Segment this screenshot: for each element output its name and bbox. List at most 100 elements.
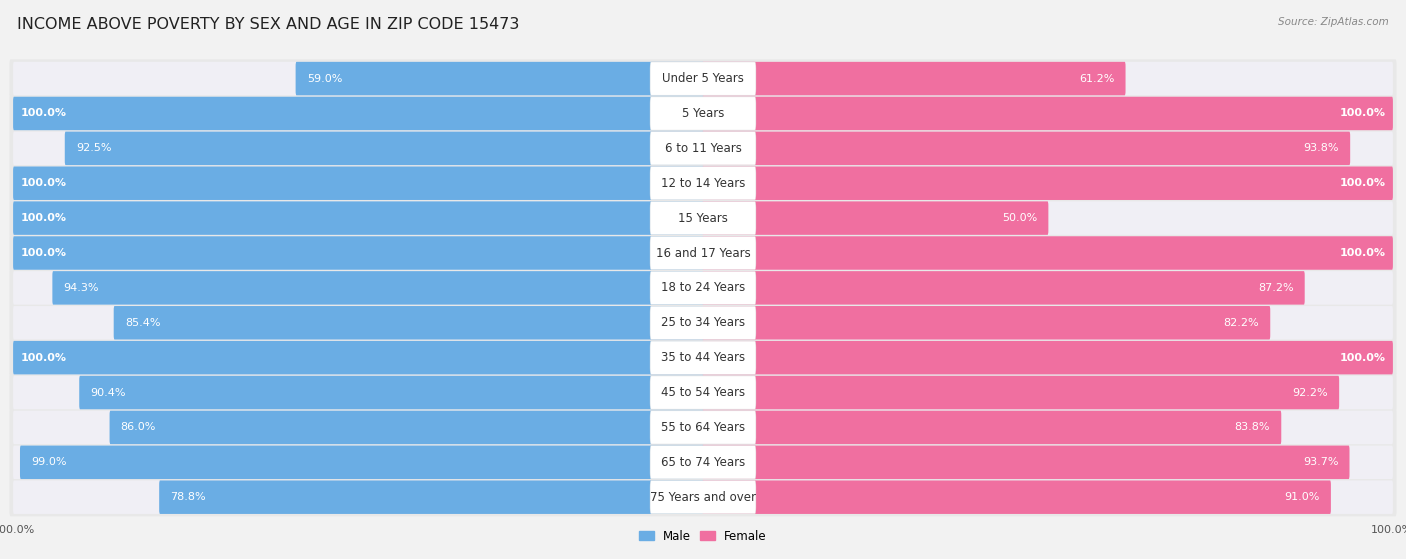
FancyBboxPatch shape (702, 201, 1393, 235)
Text: 16 and 17 Years: 16 and 17 Years (655, 247, 751, 259)
FancyBboxPatch shape (110, 411, 704, 444)
FancyBboxPatch shape (650, 202, 756, 235)
FancyBboxPatch shape (702, 167, 1393, 200)
Text: 90.4%: 90.4% (90, 387, 127, 397)
FancyBboxPatch shape (13, 201, 704, 235)
FancyBboxPatch shape (702, 271, 1393, 305)
FancyBboxPatch shape (65, 131, 704, 165)
Text: 82.2%: 82.2% (1223, 318, 1260, 328)
Text: 100.0%: 100.0% (21, 213, 67, 223)
FancyBboxPatch shape (650, 481, 756, 514)
FancyBboxPatch shape (650, 411, 756, 444)
Text: 100.0%: 100.0% (1339, 178, 1385, 188)
FancyBboxPatch shape (10, 129, 1396, 168)
Text: 99.0%: 99.0% (31, 457, 66, 467)
Text: INCOME ABOVE POVERTY BY SEX AND AGE IN ZIP CODE 15473: INCOME ABOVE POVERTY BY SEX AND AGE IN Z… (17, 17, 519, 32)
Text: 5 Years: 5 Years (682, 107, 724, 120)
Text: 75 Years and over: 75 Years and over (650, 491, 756, 504)
FancyBboxPatch shape (702, 271, 1305, 305)
FancyBboxPatch shape (702, 236, 1393, 270)
FancyBboxPatch shape (702, 376, 1339, 409)
Text: 25 to 34 Years: 25 to 34 Years (661, 316, 745, 329)
FancyBboxPatch shape (702, 62, 1393, 96)
FancyBboxPatch shape (13, 97, 704, 130)
Text: 59.0%: 59.0% (307, 74, 342, 84)
FancyBboxPatch shape (10, 304, 1396, 342)
Text: 91.0%: 91.0% (1284, 492, 1320, 502)
FancyBboxPatch shape (702, 97, 1393, 130)
FancyBboxPatch shape (702, 411, 1281, 444)
Text: 100.0%: 100.0% (21, 353, 67, 363)
FancyBboxPatch shape (702, 236, 1393, 270)
Text: Under 5 Years: Under 5 Years (662, 72, 744, 85)
FancyBboxPatch shape (702, 480, 1393, 514)
FancyBboxPatch shape (702, 131, 1350, 165)
FancyBboxPatch shape (13, 62, 704, 96)
FancyBboxPatch shape (650, 376, 756, 409)
FancyBboxPatch shape (10, 478, 1396, 517)
Text: 100.0%: 100.0% (21, 108, 67, 119)
FancyBboxPatch shape (13, 376, 704, 409)
FancyBboxPatch shape (702, 131, 1393, 165)
FancyBboxPatch shape (702, 167, 1393, 200)
Text: 35 to 44 Years: 35 to 44 Years (661, 351, 745, 364)
FancyBboxPatch shape (20, 446, 704, 479)
Text: 85.4%: 85.4% (125, 318, 160, 328)
Text: 83.8%: 83.8% (1234, 423, 1270, 433)
FancyBboxPatch shape (702, 376, 1393, 409)
Text: 86.0%: 86.0% (121, 423, 156, 433)
FancyBboxPatch shape (13, 236, 704, 270)
Text: 18 to 24 Years: 18 to 24 Years (661, 281, 745, 295)
Text: 6 to 11 Years: 6 to 11 Years (665, 142, 741, 155)
Text: 55 to 64 Years: 55 to 64 Years (661, 421, 745, 434)
FancyBboxPatch shape (650, 341, 756, 374)
FancyBboxPatch shape (702, 97, 1393, 130)
Text: 15 Years: 15 Years (678, 212, 728, 225)
Text: Source: ZipAtlas.com: Source: ZipAtlas.com (1278, 17, 1389, 27)
Text: 65 to 74 Years: 65 to 74 Years (661, 456, 745, 469)
FancyBboxPatch shape (13, 167, 704, 200)
FancyBboxPatch shape (10, 234, 1396, 272)
FancyBboxPatch shape (13, 97, 704, 130)
Text: 100.0%: 100.0% (21, 178, 67, 188)
FancyBboxPatch shape (10, 94, 1396, 132)
FancyBboxPatch shape (52, 271, 704, 305)
FancyBboxPatch shape (650, 62, 756, 95)
Text: 93.7%: 93.7% (1303, 457, 1339, 467)
FancyBboxPatch shape (79, 376, 704, 409)
Text: 78.8%: 78.8% (170, 492, 205, 502)
FancyBboxPatch shape (702, 341, 1393, 375)
FancyBboxPatch shape (295, 62, 704, 96)
FancyBboxPatch shape (13, 236, 704, 270)
Text: 61.2%: 61.2% (1078, 74, 1115, 84)
FancyBboxPatch shape (10, 443, 1396, 481)
FancyBboxPatch shape (650, 306, 756, 339)
FancyBboxPatch shape (13, 341, 704, 375)
Text: 45 to 54 Years: 45 to 54 Years (661, 386, 745, 399)
FancyBboxPatch shape (13, 131, 704, 165)
Text: 100.0%: 100.0% (21, 248, 67, 258)
FancyBboxPatch shape (650, 236, 756, 269)
Text: 87.2%: 87.2% (1258, 283, 1294, 293)
FancyBboxPatch shape (10, 59, 1396, 98)
FancyBboxPatch shape (10, 199, 1396, 238)
FancyBboxPatch shape (650, 167, 756, 200)
Text: 93.8%: 93.8% (1303, 143, 1339, 153)
Text: 12 to 14 Years: 12 to 14 Years (661, 177, 745, 190)
FancyBboxPatch shape (650, 132, 756, 165)
FancyBboxPatch shape (702, 341, 1393, 375)
Legend: Male, Female: Male, Female (634, 525, 772, 547)
FancyBboxPatch shape (702, 446, 1350, 479)
FancyBboxPatch shape (13, 201, 704, 235)
FancyBboxPatch shape (13, 306, 704, 339)
FancyBboxPatch shape (13, 271, 704, 305)
FancyBboxPatch shape (650, 271, 756, 305)
FancyBboxPatch shape (702, 306, 1393, 339)
Text: 94.3%: 94.3% (63, 283, 98, 293)
FancyBboxPatch shape (702, 62, 1126, 96)
FancyBboxPatch shape (10, 408, 1396, 447)
FancyBboxPatch shape (13, 446, 704, 479)
FancyBboxPatch shape (702, 201, 1049, 235)
Text: 92.2%: 92.2% (1292, 387, 1329, 397)
Text: 100.0%: 100.0% (1339, 353, 1385, 363)
